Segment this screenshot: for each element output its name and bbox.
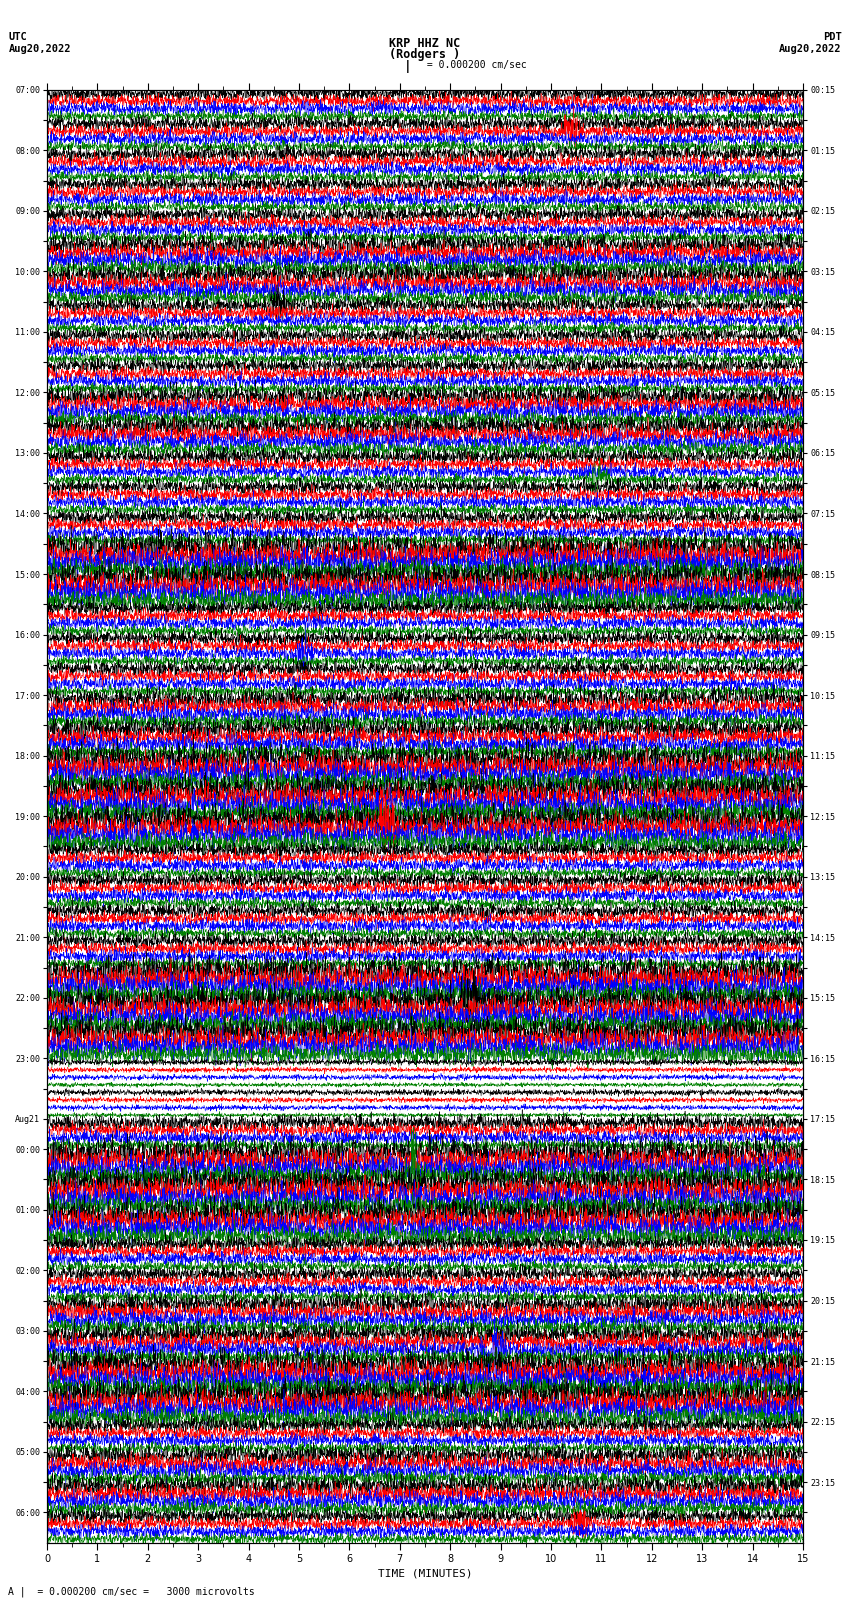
Text: Aug20,2022: Aug20,2022 bbox=[779, 44, 842, 53]
Text: A |  = 0.000200 cm/sec =   3000 microvolts: A | = 0.000200 cm/sec = 3000 microvolts bbox=[8, 1586, 255, 1597]
X-axis label: TIME (MINUTES): TIME (MINUTES) bbox=[377, 1569, 473, 1579]
Text: UTC: UTC bbox=[8, 32, 27, 42]
Text: (Rodgers ): (Rodgers ) bbox=[389, 48, 461, 61]
Text: |: | bbox=[405, 60, 411, 73]
Text: Aug20,2022: Aug20,2022 bbox=[8, 44, 71, 53]
Text: = 0.000200 cm/sec: = 0.000200 cm/sec bbox=[421, 60, 526, 69]
Text: KRP HHZ NC: KRP HHZ NC bbox=[389, 37, 461, 50]
Text: PDT: PDT bbox=[823, 32, 842, 42]
